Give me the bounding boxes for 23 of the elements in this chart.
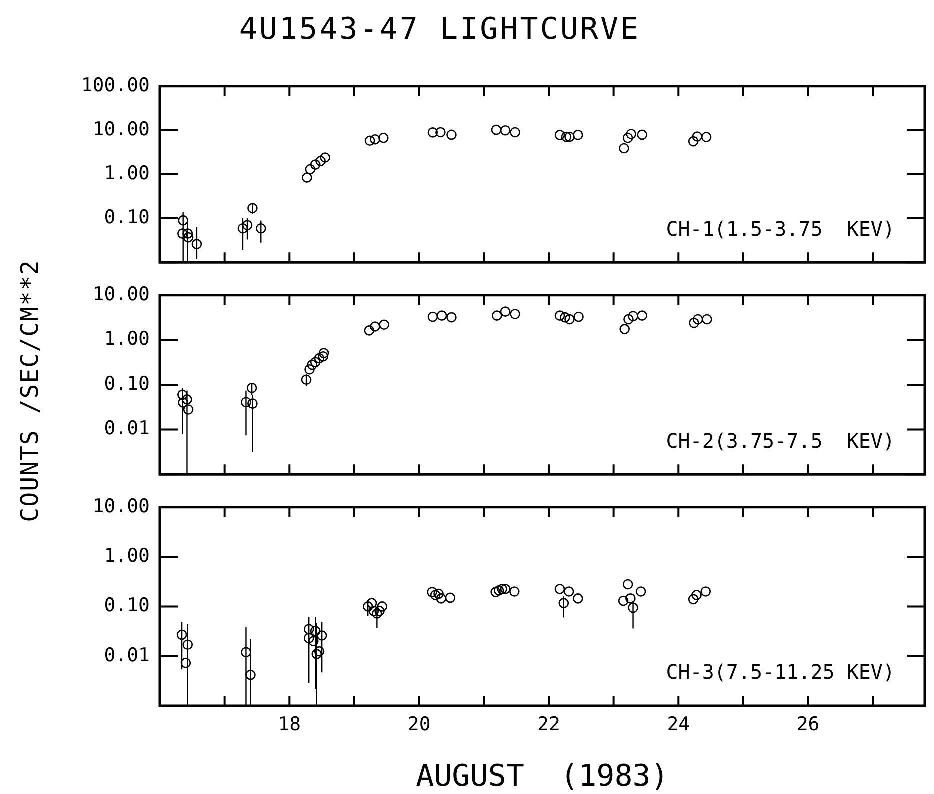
x-tick-label: 22	[538, 713, 560, 736]
x-axis-title: AUGUST (1983)	[416, 758, 669, 794]
x-tick-label: 24	[667, 713, 690, 736]
y-tick-label: 1.00	[104, 328, 150, 350]
y-tick-label: 0.01	[104, 418, 150, 440]
y-tick-label: 10.00	[92, 118, 150, 140]
chart-title: 4U1543-47 LIGHTCURVE	[238, 12, 642, 47]
annotation: CH-2(3.75-7.5 KEV)	[666, 428, 895, 453]
y-axis-title: COUNTS /SEC/CM**2	[16, 259, 44, 522]
x-tick-label: 26	[796, 713, 820, 736]
y-tick-label: 1.00	[104, 162, 150, 184]
y-tick-label: 0.10	[104, 206, 150, 228]
y-tick-label: 100.00	[81, 74, 150, 96]
x-tick-label: 20	[408, 713, 431, 736]
x-tick-label: 18	[278, 713, 302, 736]
annotation: CH-1(1.5-3.75 KEV)	[666, 216, 895, 241]
y-tick-label: 1.00	[104, 544, 150, 567]
y-tick-label: 10.00	[92, 495, 150, 518]
annotation: CH-3(7.5-11.25 KEV)	[666, 660, 895, 684]
y-tick-label: 0.10	[104, 594, 150, 617]
y-tick-label: 10.00	[92, 283, 150, 306]
y-tick-label: 0.10	[104, 372, 150, 395]
y-tick-label: 0.01	[104, 644, 150, 666]
